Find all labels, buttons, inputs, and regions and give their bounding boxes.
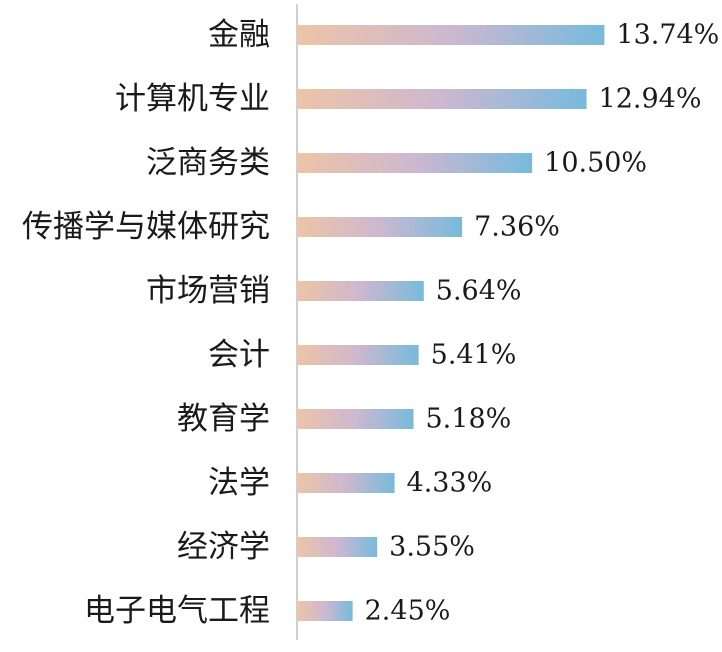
bar-7 [298, 409, 414, 429]
value-label-6: 5.41% [431, 340, 517, 371]
bar-1 [298, 25, 605, 45]
value-label-5: 5.64% [436, 276, 522, 307]
category-label-3: 泛商务类 [146, 145, 270, 181]
bar-10 [298, 601, 353, 621]
value-label-8: 4.33% [407, 468, 493, 499]
value-label-1: 13.74% [616, 20, 719, 51]
value-labels: 13.74% 12.94% 10.50% 7.36% 5.64% 5.41% 5.18% 4.… [365, 20, 720, 627]
bars-group [298, 25, 605, 621]
category-label-8: 法学 [208, 465, 270, 501]
value-label-10: 2.45% [365, 596, 451, 627]
bar-3 [298, 153, 533, 173]
category-label-9: 经济学 [177, 529, 270, 565]
value-label-3: 10.50% [544, 148, 647, 179]
value-label-9: 3.55% [389, 532, 475, 563]
bar-2 [298, 89, 587, 109]
category-label-7: 教育学 [177, 401, 270, 437]
category-label-6: 会计 [208, 337, 270, 373]
value-label-2: 12.94% [599, 84, 702, 115]
category-label-10: 电子电气工程 [84, 593, 270, 629]
bar-4 [298, 217, 463, 237]
category-label-4: 传播学与媒体研究 [22, 209, 270, 245]
bar-8 [298, 473, 395, 493]
category-label-1: 金融 [208, 17, 270, 53]
category-label-2: 计算机专业 [115, 81, 270, 117]
bar-6 [298, 345, 419, 365]
value-label-7: 5.18% [426, 404, 512, 435]
bar-5 [298, 281, 424, 301]
value-label-4: 7.36% [474, 212, 560, 243]
bar-9 [298, 537, 378, 557]
category-label-5: 市场营销 [146, 273, 270, 309]
